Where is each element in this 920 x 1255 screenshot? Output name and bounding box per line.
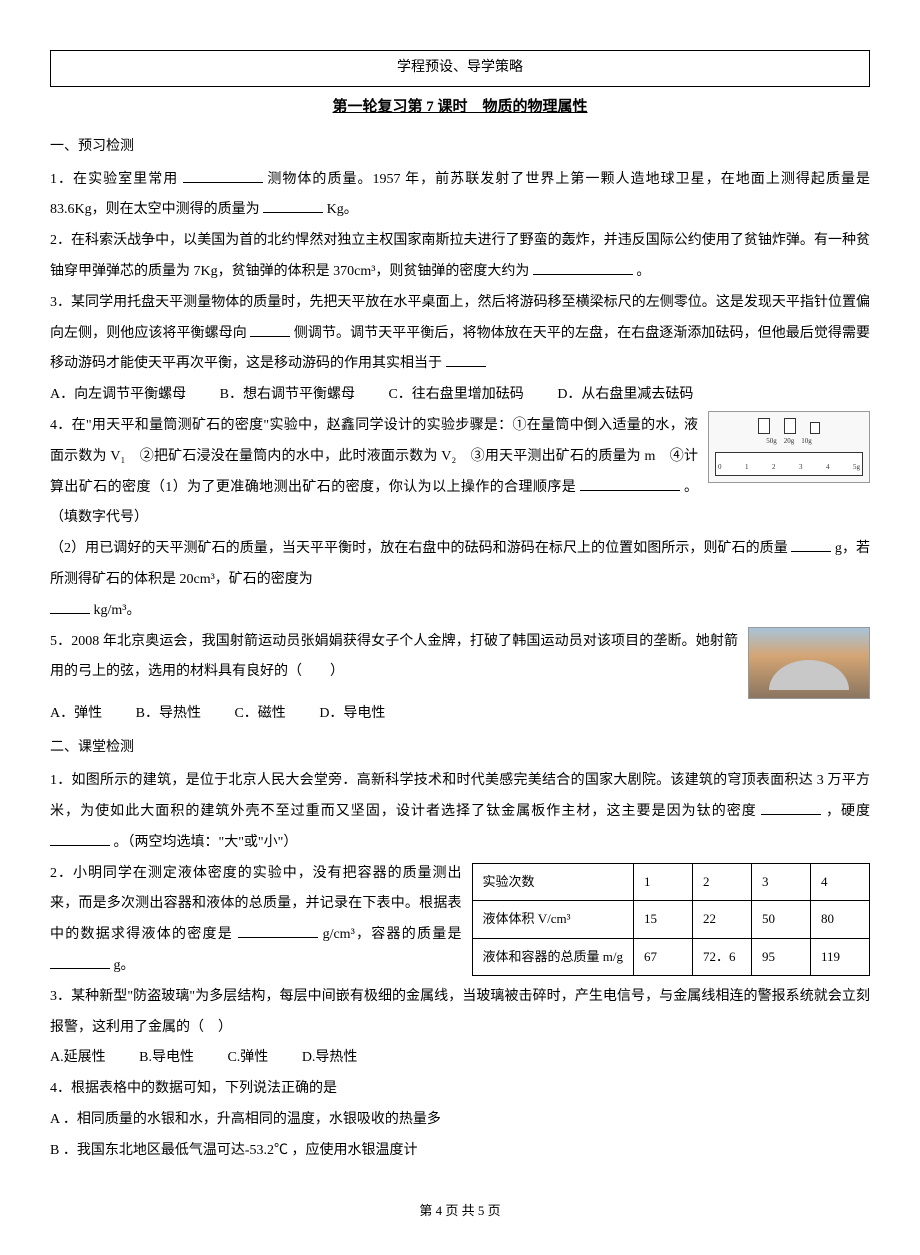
- page-title: 第一轮复习第 7 课时 物质的物理属性: [50, 91, 870, 124]
- q2-text-a: 2．在科索沃战争中，以美国为首的北约悍然对独立主权国家南斯拉夫进行了野蛮的轰炸，…: [50, 233, 870, 279]
- s2-q1-text-b: ，硬度: [826, 804, 870, 819]
- table-cell: 15: [634, 901, 693, 939]
- s2-q3-choice-d: D.导热性: [302, 1043, 358, 1074]
- table-row: 液体体积 V/cm³ 15 22 50 80: [472, 901, 869, 939]
- weight-icon: [758, 418, 770, 434]
- table-cell: 液体体积 V/cm³: [472, 901, 633, 939]
- table-cell: 50: [752, 901, 811, 939]
- s2-q3-choices: A.延展性 B.导电性 C.弹性 D.导热性: [50, 1043, 870, 1074]
- tick-label: 3: [799, 460, 803, 475]
- q4-blank-3: [50, 599, 90, 614]
- s2-q2-blank-2: [50, 954, 110, 969]
- tick-label: 0: [718, 460, 722, 475]
- tick-label: 4: [826, 460, 830, 475]
- q5: 5．2008 年北京奥运会，我国射箭运动员张娟娟获得女子个人金牌，打破了韩国运动…: [50, 627, 870, 699]
- s2-q3-text-a: 3．某种新型"防盗玻璃"为多层结构，每层中间嵌有极细的金属线，当玻璃被击碎时，产…: [50, 989, 870, 1035]
- table-cell: 119: [811, 938, 870, 976]
- table-cell: 80: [811, 901, 870, 939]
- s2-q2-wrapper: 实验次数 1 2 3 4 液体体积 V/cm³ 15 22 50 80 液体和容…: [50, 859, 870, 982]
- q4-text-e: kg/m³。: [94, 603, 141, 618]
- building-figure: [748, 627, 870, 699]
- q3: 3．某同学用托盘天平测量物体的质量时，先把天平放在水平桌面上，然后将游码移至横梁…: [50, 288, 870, 380]
- q3-blank-1: [250, 322, 290, 337]
- table-header: 实验次数: [472, 863, 633, 901]
- tick-label: 5g: [853, 460, 860, 475]
- q3-choice-d: D．从右盘里减去砝码: [557, 380, 693, 411]
- s2-q1-blank-2: [50, 831, 110, 846]
- ruler-ticks: 0 1 2 3 4 5g: [716, 460, 862, 475]
- weight-icon: [784, 418, 796, 434]
- q4: 50g 20g 10g 0 1 2 3 4 5g 4．在"用天平和量筒测矿石的密…: [50, 411, 870, 534]
- q1-blank-1: [183, 168, 263, 183]
- table-header: 4: [811, 863, 870, 901]
- table-cell: 72．6: [693, 938, 752, 976]
- s2-q4-opt-a: A ．相同质量的水银和水，升高相同的温度，水银吸收的热量多: [50, 1105, 870, 1136]
- ruler-weight-labels: 50g 20g 10g: [709, 434, 869, 449]
- section1-heading: 一、预习检测: [50, 132, 870, 163]
- page-footer: 第 4 页 共 5 页: [50, 1197, 870, 1226]
- table-header: 1: [634, 863, 693, 901]
- table-header: 3: [752, 863, 811, 901]
- s2-q4: 4．根据表格中的数据可知，下列说法正确的是: [50, 1074, 870, 1105]
- s2-q4-opt-b: B ．我国东北地区最低气温可达-53.2℃ ，应使用水银温度计: [50, 1136, 870, 1167]
- q5-text-a: 5．2008 年北京奥运会，我国射箭运动员张娟娟获得女子个人金牌，打破了韩国运动…: [50, 634, 738, 680]
- s2-q2-text-b: g/cm³，容器的质量是: [323, 927, 462, 942]
- q4-part2: （2）用已调好的天平测矿石的质量，当天平平衡时，放在右盘中的砝码和游码在标尺上的…: [50, 534, 870, 626]
- q2: 2．在科索沃战争中，以美国为首的北约悍然对独立主权国家南斯拉夫进行了野蛮的轰炸，…: [50, 226, 870, 288]
- header-box: 学程预设、导学策略: [50, 50, 870, 87]
- s2-q1-blank-1: [761, 800, 821, 815]
- table-cell: 67: [634, 938, 693, 976]
- q4-blank-2: [791, 537, 831, 552]
- q1-text-a: 1．在实验室里常用: [50, 172, 178, 187]
- s2-q1-text-a: 1．如图所示的建筑，是位于北京人民大会堂旁．高新科学技术和时代美感完美结合的国家…: [50, 773, 870, 819]
- weight-icon: [810, 422, 820, 434]
- q4-blank-1: [580, 476, 680, 491]
- s2-q3-choice-c: C.弹性: [227, 1043, 268, 1074]
- ruler-weights: [709, 416, 869, 434]
- s2-q2-text-c: g。: [114, 958, 135, 973]
- section2-heading: 二、课堂检测: [50, 733, 870, 764]
- q5-choice-c: C．磁性: [234, 699, 285, 730]
- tick-label: 1: [745, 460, 749, 475]
- ruler-scale: 0 1 2 3 4 5g: [715, 452, 863, 476]
- q3-blank-2: [446, 352, 486, 367]
- s2-q3: 3．某种新型"防盗玻璃"为多层结构，每层中间嵌有极细的金属线，当玻璃被击碎时，产…: [50, 982, 870, 1044]
- q5-choice-b: B．导热性: [136, 699, 201, 730]
- q5-choices: A．弹性 B．导热性 C．磁性 D．导电性: [50, 699, 870, 730]
- s2-q2-blank-1: [238, 923, 318, 938]
- table-cell: 液体和容器的总质量 m/g: [472, 938, 633, 976]
- ruler-figure: 50g 20g 10g 0 1 2 3 4 5g: [708, 411, 870, 483]
- header-box-text: 学程预设、导学策略: [397, 60, 523, 75]
- q3-choice-a: A．向左调节平衡螺母: [50, 380, 186, 411]
- q1-blank-2: [263, 198, 323, 213]
- q1: 1．在实验室里常用 测物体的质量。1957 年，前苏联发射了世界上第一颗人造地球…: [50, 165, 870, 227]
- experiment-table: 实验次数 1 2 3 4 液体体积 V/cm³ 15 22 50 80 液体和容…: [472, 863, 870, 977]
- q5-choice-d: D．导电性: [319, 699, 385, 730]
- table-cell: 95: [752, 938, 811, 976]
- q3-choice-b: B．想右调节平衡螺母: [220, 380, 355, 411]
- s2-q1: 1．如图所示的建筑，是位于北京人民大会堂旁．高新科学技术和时代美感完美结合的国家…: [50, 766, 870, 858]
- dome-icon: [769, 660, 849, 690]
- table-row: 实验次数 1 2 3 4: [472, 863, 869, 901]
- q2-text-b: 。: [636, 264, 650, 279]
- q4-text-c: （2）用已调好的天平测矿石的质量，当天平平衡时，放在右盘中的砝码和游码在标尺上的…: [50, 541, 788, 556]
- q1-text-c: Kg。: [327, 202, 358, 217]
- q3-choices: A．向左调节平衡螺母 B．想右调节平衡螺母 C．往右盘里增加砝码 D．从右盘里减…: [50, 380, 870, 411]
- tick-label: 2: [772, 460, 776, 475]
- table-cell: 22: [693, 901, 752, 939]
- s2-q1-text-c: 。（两空均选填："大"或"小"）: [114, 835, 298, 850]
- table-row: 液体和容器的总质量 m/g 67 72．6 95 119: [472, 938, 869, 976]
- q2-blank-1: [533, 260, 633, 275]
- q5-choice-a: A．弹性: [50, 699, 102, 730]
- s2-q3-choice-b: B.导电性: [139, 1043, 194, 1074]
- q3-choice-c: C．往右盘里增加砝码: [388, 380, 523, 411]
- table-header: 2: [693, 863, 752, 901]
- s2-q3-choice-a: A.延展性: [50, 1043, 106, 1074]
